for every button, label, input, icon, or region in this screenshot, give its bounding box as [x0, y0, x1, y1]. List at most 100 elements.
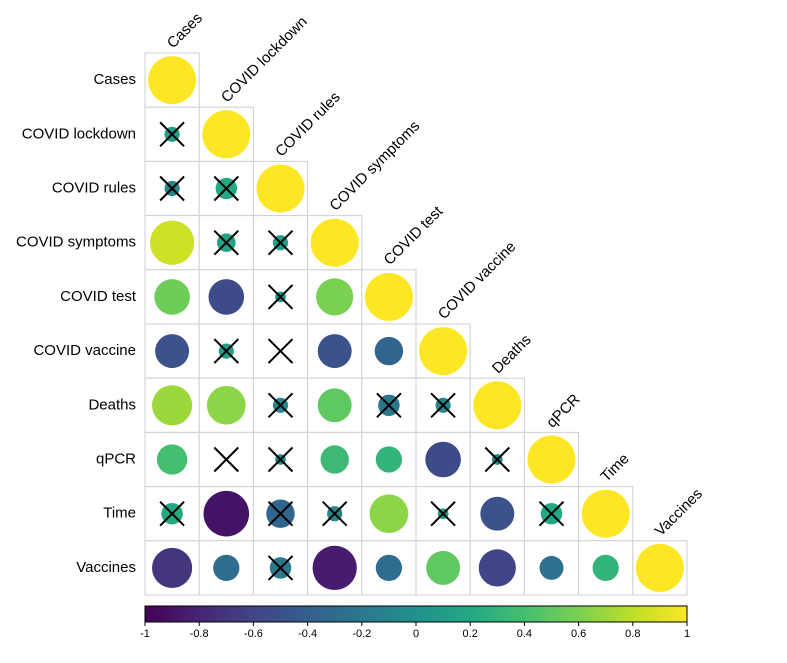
- cell-time-deaths: [469, 486, 525, 542]
- cell-time-covid-test: [361, 486, 417, 542]
- column-label-covid-vaccine: COVID vaccine: [435, 238, 520, 323]
- correlation-circle: [473, 381, 522, 430]
- row-labels: Cases COVID lockdown COVID rules COVID symp…: [16, 71, 137, 576]
- colorbar-tick-label: 0.6: [571, 628, 586, 640]
- cell-covid-vaccine-cases: [144, 323, 200, 379]
- column-label-covid-lockdown: COVID lockdown: [218, 13, 311, 106]
- row-label-covid-rules: COVID rules: [52, 179, 136, 196]
- row-label-cases: Cases: [93, 71, 136, 88]
- not-significant-cross-icon: [267, 555, 294, 581]
- colorbar-gradient: [144, 605, 688, 623]
- cell-deaths-covid-test: [361, 377, 417, 433]
- not-significant-cross-icon: [430, 392, 456, 419]
- cell-qpcr-cases: [144, 431, 200, 488]
- not-significant-cross-icon: [430, 500, 456, 527]
- row-label-covid-symptoms: COVID symptoms: [16, 234, 136, 251]
- correlation-circle: [148, 56, 197, 105]
- not-significant-cross-icon: [213, 229, 240, 256]
- correlation-circle: [425, 441, 461, 478]
- cell-covid-test-covid-test: [361, 269, 417, 325]
- cell-time-covid-lockdown: [198, 486, 254, 542]
- cell-time-covid-rules: [252, 486, 309, 542]
- not-significant-cross-icon: [267, 338, 294, 364]
- cell-vaccines-covid-vaccine: [415, 540, 471, 596]
- correlation-circle: [478, 549, 516, 587]
- row-label-covid-test: COVID test: [60, 288, 137, 305]
- row-label-deaths: Deaths: [88, 396, 136, 413]
- cell-cases-cases: [144, 52, 200, 108]
- correlation-circle: [317, 388, 352, 423]
- cell-covid-test-covid-rules: [252, 269, 309, 325]
- cell-vaccines-covid-symptoms: [307, 540, 363, 596]
- cell-covid-vaccine-covid-test: [361, 323, 417, 379]
- colorbar-tick-label: 0: [413, 628, 419, 640]
- not-significant-cross-icon: [321, 500, 348, 527]
- correlation-circle: [419, 327, 468, 376]
- column-label-deaths: Deaths: [489, 331, 535, 377]
- cell-qpcr-covid-rules: [252, 431, 309, 488]
- cell-qpcr-qpcr: [523, 431, 580, 488]
- cell-covid-vaccine-covid-vaccine: [415, 323, 471, 379]
- colorbar-tick-label: 0.2: [463, 628, 478, 640]
- cell-qpcr-covid-vaccine: [415, 431, 471, 488]
- colorbar-tick-label: -0.6: [244, 628, 263, 640]
- row-label-qpcr: qPCR: [96, 450, 136, 467]
- colorbar-tick-label: 1: [684, 628, 690, 640]
- not-significant-cross-icon: [267, 392, 294, 419]
- correlation-circle: [374, 336, 404, 366]
- not-significant-cross-icon: [376, 392, 402, 419]
- cell-qpcr-deaths: [469, 431, 525, 488]
- not-significant-cross-icon: [213, 338, 240, 364]
- cell-covid-rules-cases: [144, 160, 200, 217]
- colorbar-tick-label: -0.2: [352, 628, 371, 640]
- not-significant-cross-icon: [159, 175, 185, 202]
- cell-vaccines-vaccines: [632, 540, 688, 596]
- cell-deaths-cases: [144, 377, 200, 433]
- column-label-covid-rules: COVID rules: [272, 89, 344, 161]
- row-label-covid-lockdown: COVID lockdown: [22, 125, 136, 142]
- cell-vaccines-covid-lockdown: [198, 540, 254, 596]
- cell-vaccines-cases: [144, 540, 200, 596]
- cell-covid-lockdown-covid-lockdown: [198, 106, 254, 162]
- not-significant-cross-icon: [159, 500, 185, 527]
- correlation-circle: [317, 334, 352, 369]
- column-label-time: Time: [597, 450, 632, 485]
- correlation-circle: [592, 554, 619, 582]
- cell-deaths-covid-symptoms: [307, 377, 363, 433]
- correlation-circle: [213, 554, 240, 582]
- correlation-circle: [154, 279, 190, 315]
- cell-vaccines-covid-test: [361, 540, 417, 596]
- colorbar-tick-label: -0.4: [298, 628, 317, 640]
- correlation-circle: [527, 435, 576, 484]
- cell-covid-symptoms-covid-rules: [252, 215, 309, 271]
- cell-qpcr-covid-symptoms: [307, 431, 363, 488]
- cell-qpcr-covid-test: [361, 431, 417, 488]
- not-significant-cross-icon: [159, 121, 185, 148]
- column-label-covid-symptoms: COVID symptoms: [326, 118, 423, 215]
- cell-time-qpcr: [523, 486, 580, 542]
- cell-covid-lockdown-cases: [144, 106, 200, 162]
- column-label-cases: Cases: [164, 10, 206, 52]
- cell-covid-rules-covid-lockdown: [198, 160, 254, 217]
- cell-covid-test-covid-lockdown: [198, 269, 254, 325]
- matrix-cells: [144, 52, 688, 596]
- cell-qpcr-covid-lockdown: [198, 431, 254, 488]
- cell-deaths-covid-lockdown: [198, 377, 254, 433]
- correlation-circle: [375, 446, 403, 473]
- cell-covid-vaccine-covid-symptoms: [307, 323, 363, 379]
- correlation-circle: [312, 545, 357, 591]
- not-significant-cross-icon: [213, 175, 240, 202]
- correlation-circle: [320, 445, 349, 474]
- correlation-circle: [581, 489, 630, 538]
- cell-vaccines-time: [578, 540, 634, 596]
- cell-time-cases: [144, 486, 200, 542]
- column-label-qpcr: qPCR: [543, 391, 583, 431]
- not-significant-cross-icon: [484, 446, 511, 473]
- row-label-vaccines: Vaccines: [76, 559, 136, 576]
- cell-deaths-covid-vaccine: [415, 377, 471, 433]
- correlation-circle: [310, 218, 359, 267]
- cell-covid-rules-covid-rules: [252, 160, 309, 217]
- not-significant-cross-icon: [267, 446, 294, 473]
